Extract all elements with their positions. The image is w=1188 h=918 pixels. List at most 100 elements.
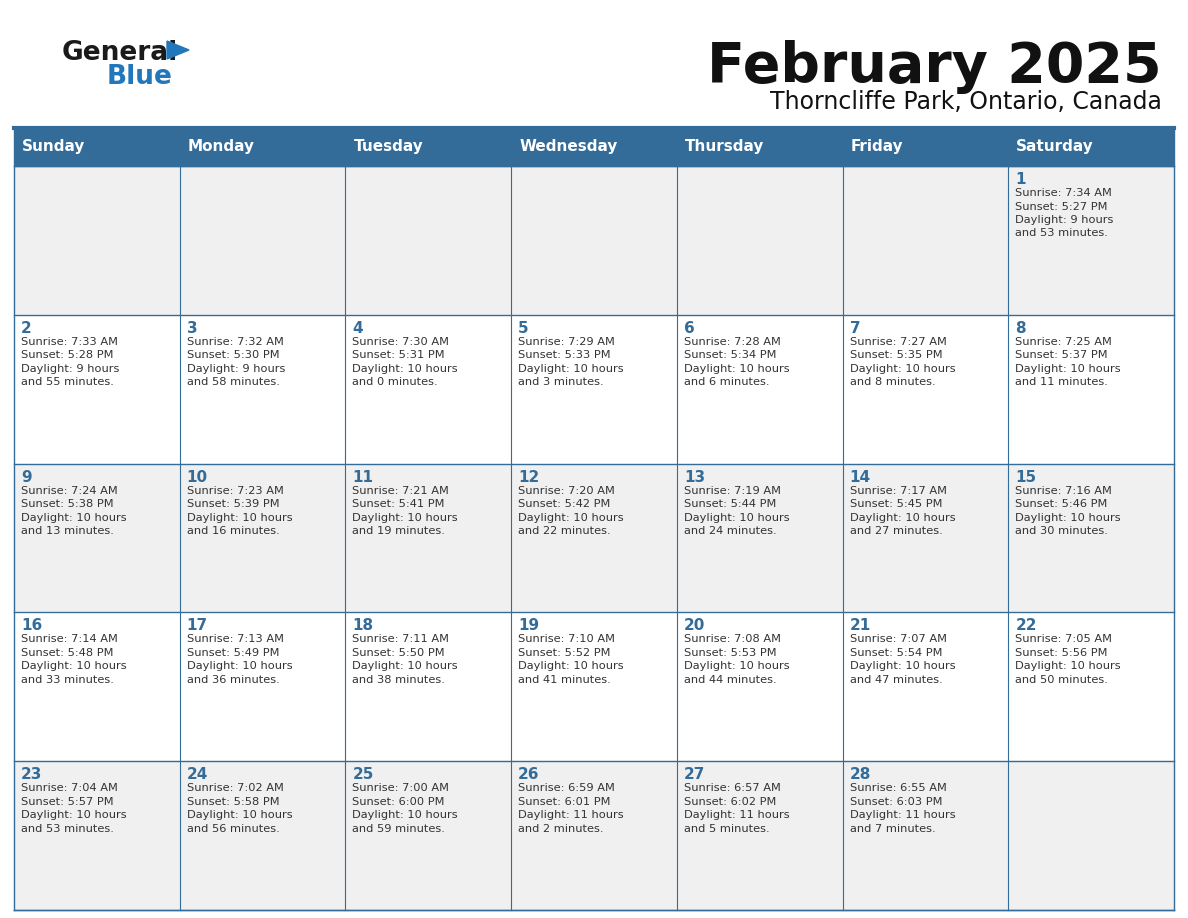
Text: Wednesday: Wednesday — [519, 140, 618, 154]
Text: Daylight: 10 hours: Daylight: 10 hours — [849, 512, 955, 522]
Text: Sunset: 5:58 PM: Sunset: 5:58 PM — [187, 797, 279, 807]
Text: Daylight: 9 hours: Daylight: 9 hours — [21, 364, 119, 374]
Text: February 2025: February 2025 — [707, 40, 1162, 94]
Text: Saturday: Saturday — [1016, 140, 1094, 154]
Text: Sunset: 5:28 PM: Sunset: 5:28 PM — [21, 351, 114, 360]
Text: Sunrise: 7:11 AM: Sunrise: 7:11 AM — [353, 634, 449, 644]
Text: Sunset: 5:56 PM: Sunset: 5:56 PM — [1016, 648, 1107, 658]
Text: 20: 20 — [684, 619, 706, 633]
Text: Sunrise: 7:07 AM: Sunrise: 7:07 AM — [849, 634, 947, 644]
Text: and 11 minutes.: and 11 minutes. — [1016, 377, 1108, 387]
Text: and 50 minutes.: and 50 minutes. — [1016, 675, 1108, 685]
Text: and 55 minutes.: and 55 minutes. — [21, 377, 114, 387]
Text: 16: 16 — [21, 619, 43, 633]
Text: and 3 minutes.: and 3 minutes. — [518, 377, 604, 387]
Text: Sunset: 5:30 PM: Sunset: 5:30 PM — [187, 351, 279, 360]
Text: Sunset: 5:52 PM: Sunset: 5:52 PM — [518, 648, 611, 658]
Text: Sunset: 5:46 PM: Sunset: 5:46 PM — [1016, 499, 1107, 509]
Text: and 16 minutes.: and 16 minutes. — [187, 526, 279, 536]
Text: Sunrise: 7:34 AM: Sunrise: 7:34 AM — [1016, 188, 1112, 198]
Text: Sunrise: 7:27 AM: Sunrise: 7:27 AM — [849, 337, 947, 347]
Text: Sunrise: 7:23 AM: Sunrise: 7:23 AM — [187, 486, 284, 496]
Bar — [14, 128, 1174, 166]
Text: and 53 minutes.: and 53 minutes. — [21, 823, 114, 834]
Text: Daylight: 10 hours: Daylight: 10 hours — [353, 811, 459, 820]
Text: Sunset: 5:45 PM: Sunset: 5:45 PM — [849, 499, 942, 509]
Text: Sunset: 5:48 PM: Sunset: 5:48 PM — [21, 648, 114, 658]
Text: Sunrise: 7:19 AM: Sunrise: 7:19 AM — [684, 486, 781, 496]
Text: Sunrise: 7:25 AM: Sunrise: 7:25 AM — [1016, 337, 1112, 347]
Text: Daylight: 10 hours: Daylight: 10 hours — [684, 364, 790, 374]
Text: 18: 18 — [353, 619, 373, 633]
Text: and 8 minutes.: and 8 minutes. — [849, 377, 935, 387]
Text: 4: 4 — [353, 320, 364, 336]
Text: and 59 minutes.: and 59 minutes. — [353, 823, 446, 834]
Text: 14: 14 — [849, 470, 871, 485]
Text: Sunset: 5:42 PM: Sunset: 5:42 PM — [518, 499, 611, 509]
Text: Sunset: 6:02 PM: Sunset: 6:02 PM — [684, 797, 776, 807]
Text: Sunset: 5:54 PM: Sunset: 5:54 PM — [849, 648, 942, 658]
Text: Sunrise: 7:10 AM: Sunrise: 7:10 AM — [518, 634, 615, 644]
Text: Monday: Monday — [188, 140, 254, 154]
Text: Daylight: 10 hours: Daylight: 10 hours — [518, 512, 624, 522]
Text: 24: 24 — [187, 767, 208, 782]
Text: Sunset: 5:35 PM: Sunset: 5:35 PM — [849, 351, 942, 360]
Text: Sunset: 6:03 PM: Sunset: 6:03 PM — [849, 797, 942, 807]
Text: Daylight: 10 hours: Daylight: 10 hours — [684, 661, 790, 671]
Text: and 24 minutes.: and 24 minutes. — [684, 526, 777, 536]
Text: and 6 minutes.: and 6 minutes. — [684, 377, 770, 387]
Text: 2: 2 — [21, 320, 32, 336]
Text: Sunrise: 7:08 AM: Sunrise: 7:08 AM — [684, 634, 781, 644]
Text: Sunrise: 7:29 AM: Sunrise: 7:29 AM — [518, 337, 615, 347]
Text: 17: 17 — [187, 619, 208, 633]
Text: and 41 minutes.: and 41 minutes. — [518, 675, 611, 685]
Text: Daylight: 9 hours: Daylight: 9 hours — [1016, 215, 1113, 225]
Text: Daylight: 10 hours: Daylight: 10 hours — [684, 512, 790, 522]
Text: Daylight: 10 hours: Daylight: 10 hours — [353, 661, 459, 671]
Text: Blue: Blue — [107, 64, 173, 90]
Bar — [14, 612, 1174, 761]
Text: Sunset: 5:27 PM: Sunset: 5:27 PM — [1016, 201, 1107, 211]
Text: 8: 8 — [1016, 320, 1026, 336]
Text: Sunset: 5:53 PM: Sunset: 5:53 PM — [684, 648, 777, 658]
Text: Daylight: 10 hours: Daylight: 10 hours — [187, 661, 292, 671]
Text: Daylight: 10 hours: Daylight: 10 hours — [1016, 661, 1121, 671]
Text: Sunset: 5:38 PM: Sunset: 5:38 PM — [21, 499, 114, 509]
Text: Daylight: 11 hours: Daylight: 11 hours — [518, 811, 624, 820]
Text: Sunday: Sunday — [23, 140, 86, 154]
Text: 22: 22 — [1016, 619, 1037, 633]
Text: and 33 minutes.: and 33 minutes. — [21, 675, 114, 685]
Text: Sunrise: 7:02 AM: Sunrise: 7:02 AM — [187, 783, 284, 793]
Text: and 5 minutes.: and 5 minutes. — [684, 823, 770, 834]
Text: Sunset: 5:34 PM: Sunset: 5:34 PM — [684, 351, 776, 360]
Text: Sunrise: 7:05 AM: Sunrise: 7:05 AM — [1016, 634, 1112, 644]
Text: Sunrise: 7:21 AM: Sunrise: 7:21 AM — [353, 486, 449, 496]
Text: 23: 23 — [21, 767, 43, 782]
Text: 27: 27 — [684, 767, 706, 782]
Text: Friday: Friday — [851, 140, 903, 154]
Text: and 58 minutes.: and 58 minutes. — [187, 377, 279, 387]
Text: General: General — [62, 40, 178, 66]
Text: and 0 minutes.: and 0 minutes. — [353, 377, 438, 387]
Text: Daylight: 10 hours: Daylight: 10 hours — [1016, 512, 1121, 522]
Text: Sunset: 6:00 PM: Sunset: 6:00 PM — [353, 797, 446, 807]
Text: 6: 6 — [684, 320, 695, 336]
Text: 25: 25 — [353, 767, 374, 782]
Text: Sunrise: 7:33 AM: Sunrise: 7:33 AM — [21, 337, 118, 347]
Text: Sunset: 5:49 PM: Sunset: 5:49 PM — [187, 648, 279, 658]
Text: Sunset: 5:31 PM: Sunset: 5:31 PM — [353, 351, 446, 360]
Text: Daylight: 10 hours: Daylight: 10 hours — [353, 364, 459, 374]
Text: Sunrise: 7:30 AM: Sunrise: 7:30 AM — [353, 337, 449, 347]
Text: 10: 10 — [187, 470, 208, 485]
Text: Sunrise: 6:59 AM: Sunrise: 6:59 AM — [518, 783, 615, 793]
Text: Tuesday: Tuesday — [353, 140, 423, 154]
Text: and 13 minutes.: and 13 minutes. — [21, 526, 114, 536]
Text: Sunrise: 7:13 AM: Sunrise: 7:13 AM — [187, 634, 284, 644]
Text: Sunset: 5:33 PM: Sunset: 5:33 PM — [518, 351, 611, 360]
Bar — [14, 464, 1174, 612]
Text: and 22 minutes.: and 22 minutes. — [518, 526, 611, 536]
Text: 13: 13 — [684, 470, 704, 485]
Text: Sunrise: 7:20 AM: Sunrise: 7:20 AM — [518, 486, 615, 496]
Text: 21: 21 — [849, 619, 871, 633]
Text: and 56 minutes.: and 56 minutes. — [187, 823, 279, 834]
